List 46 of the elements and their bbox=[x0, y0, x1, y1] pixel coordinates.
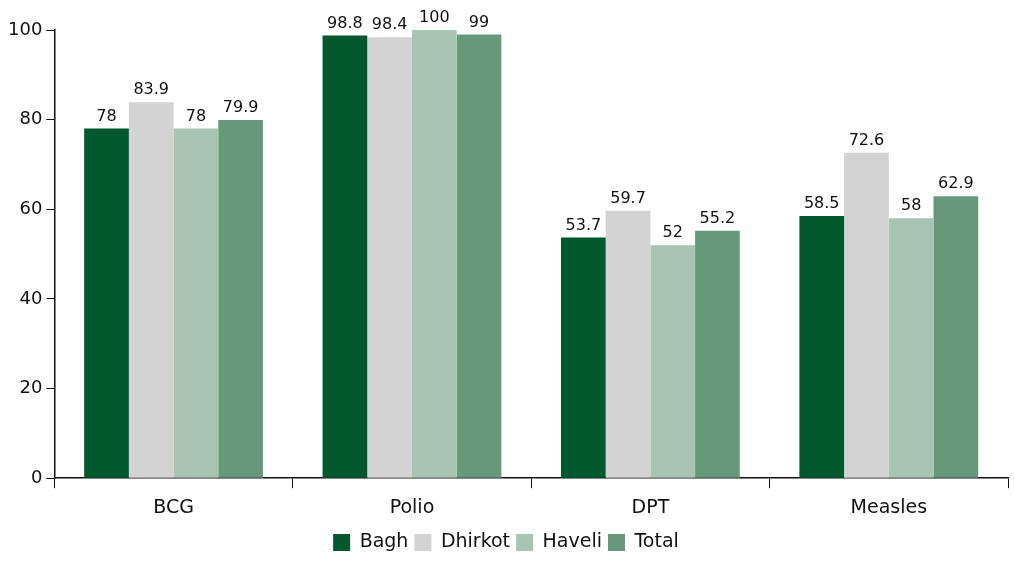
x-tick-label: BCG bbox=[153, 494, 194, 517]
legend-label: Haveli bbox=[542, 529, 602, 552]
bar bbox=[173, 128, 219, 478]
bar bbox=[650, 245, 696, 478]
legend-label: Total bbox=[633, 529, 679, 552]
bar bbox=[456, 34, 502, 478]
x-tick-label: Polio bbox=[389, 494, 435, 517]
bar bbox=[605, 210, 651, 478]
bar bbox=[888, 218, 934, 478]
data-label: 52 bbox=[662, 222, 683, 242]
data-label: 99 bbox=[468, 11, 490, 31]
y-tick-label: 80 bbox=[19, 107, 43, 129]
data-label: 100 bbox=[419, 7, 450, 27]
bar bbox=[695, 230, 740, 478]
bar bbox=[844, 152, 889, 478]
y-tick-label: 0 bbox=[30, 465, 43, 487]
x-tick-label: Measles bbox=[850, 494, 928, 517]
bar bbox=[84, 128, 129, 478]
legend-label: Dhirkot bbox=[440, 529, 511, 552]
data-label: 55.2 bbox=[699, 207, 736, 227]
bar bbox=[218, 120, 263, 478]
data-label: 72.6 bbox=[848, 129, 885, 149]
y-tick-label: 100 bbox=[8, 17, 43, 39]
data-label: 78 bbox=[96, 105, 117, 125]
data-label: 53.7 bbox=[565, 214, 602, 234]
y-tick-label: 20 bbox=[19, 376, 43, 398]
bar bbox=[560, 237, 606, 478]
bar bbox=[799, 216, 845, 478]
data-label: 98.8 bbox=[327, 12, 363, 32]
y-tick-label: 40 bbox=[19, 286, 43, 308]
data-label: 78 bbox=[185, 105, 207, 125]
data-label: 79.9 bbox=[222, 97, 259, 117]
data-label: 59.7 bbox=[610, 187, 646, 207]
x-tick-label: DPT bbox=[631, 494, 670, 517]
data-label: 58 bbox=[900, 195, 922, 215]
y-tick-label: 60 bbox=[19, 196, 43, 218]
data-label: 83.9 bbox=[133, 79, 170, 99]
bar bbox=[322, 35, 368, 478]
bar bbox=[933, 196, 979, 478]
data-label: 98.4 bbox=[371, 14, 408, 34]
bar bbox=[367, 37, 412, 478]
legend-label: Bagh bbox=[359, 529, 409, 552]
bar bbox=[128, 102, 174, 478]
bar bbox=[411, 30, 457, 478]
data-label: 58.5 bbox=[803, 193, 840, 213]
data-label: 62.9 bbox=[938, 173, 974, 193]
